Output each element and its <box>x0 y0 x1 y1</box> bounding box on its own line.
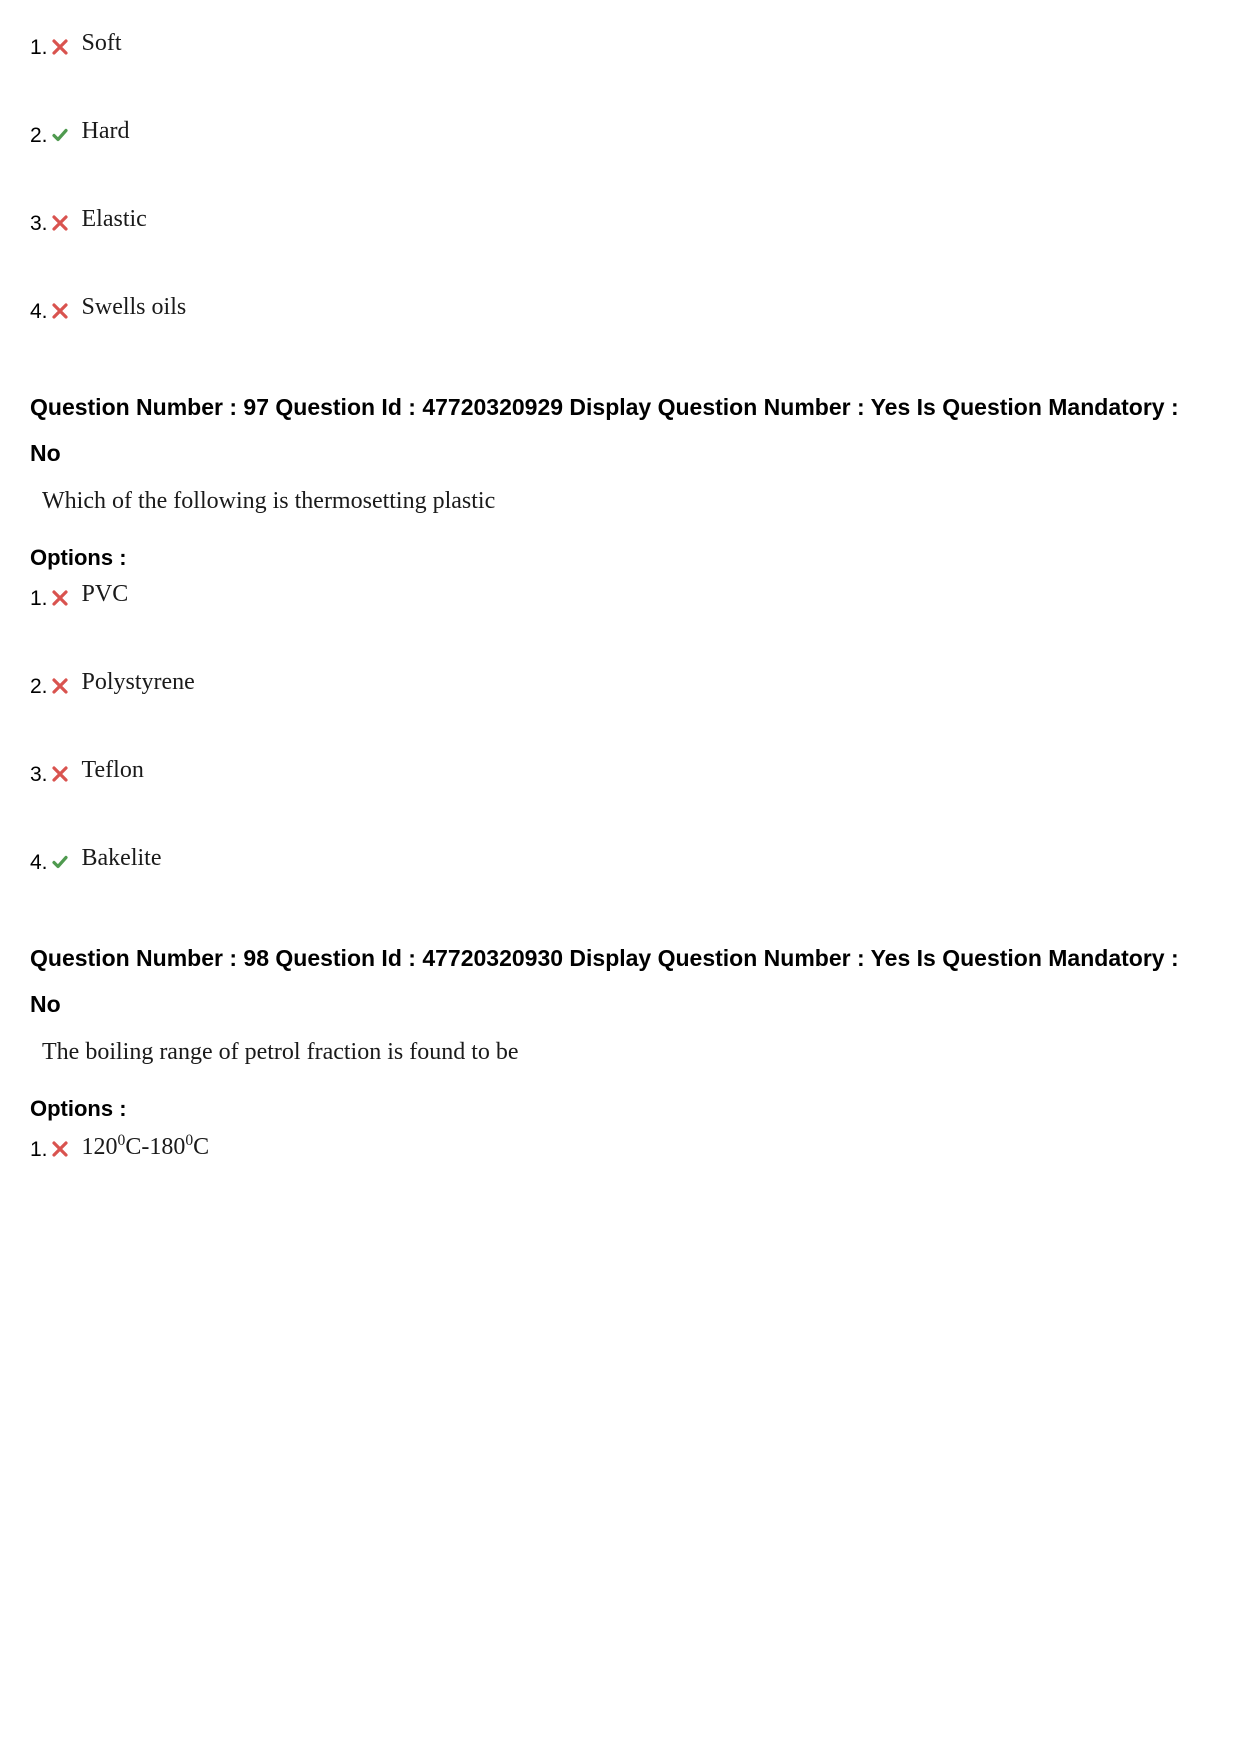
options-label: Options : <box>30 1096 1210 1122</box>
option-row: 1. 1200C-1800C <box>30 1132 1210 1162</box>
option-row: 2. Hard <box>30 118 1210 148</box>
option-number: 3. <box>30 763 48 787</box>
option-number: 4. <box>30 851 48 875</box>
option-text: Hard <box>82 118 130 145</box>
option-number: 2. <box>30 675 48 699</box>
question-97-block: Question Number : 97 Question Id : 47720… <box>30 384 1210 875</box>
question-header: Question Number : 97 Question Id : 47720… <box>30 384 1210 476</box>
option-row: 1. PVC <box>30 581 1210 611</box>
option-text: Teflon <box>82 757 144 784</box>
option-number: 3. <box>30 212 48 236</box>
option-text: Elastic <box>82 206 147 233</box>
option-number: 1. <box>30 587 48 611</box>
cross-icon <box>52 39 68 55</box>
cross-icon <box>52 766 68 782</box>
cross-icon <box>52 303 68 319</box>
check-icon <box>52 127 68 143</box>
option-row: 4. Bakelite <box>30 845 1210 875</box>
option-row: 2. Polystyrene <box>30 669 1210 699</box>
option-text: Soft <box>82 30 122 57</box>
option-text: Polystyrene <box>82 669 195 696</box>
options-label: Options : <box>30 545 1210 571</box>
cross-icon <box>52 1141 68 1157</box>
option-number: 4. <box>30 300 48 324</box>
option-row: 4. Swells oils <box>30 294 1210 324</box>
option-text: Bakelite <box>82 845 162 872</box>
option-row: 3. Teflon <box>30 757 1210 787</box>
question-text: Which of the following is thermosetting … <box>42 488 1210 515</box>
top-options-block: 1. Soft 2. Hard 3. Elastic 4. Swells oil… <box>30 30 1210 324</box>
check-icon <box>52 854 68 870</box>
option-number: 1. <box>30 1138 48 1162</box>
question-text: The boiling range of petrol fraction is … <box>42 1039 1210 1066</box>
question-98-block: Question Number : 98 Question Id : 47720… <box>30 935 1210 1162</box>
option-number: 1. <box>30 36 48 60</box>
option-text: 1200C-1800C <box>82 1132 210 1161</box>
cross-icon <box>52 215 68 231</box>
option-row: 1. Soft <box>30 30 1210 60</box>
question-header: Question Number : 98 Question Id : 47720… <box>30 935 1210 1027</box>
cross-icon <box>52 678 68 694</box>
option-row: 3. Elastic <box>30 206 1210 236</box>
cross-icon <box>52 590 68 606</box>
option-text: PVC <box>82 581 129 608</box>
option-text: Swells oils <box>82 294 187 321</box>
option-number: 2. <box>30 124 48 148</box>
